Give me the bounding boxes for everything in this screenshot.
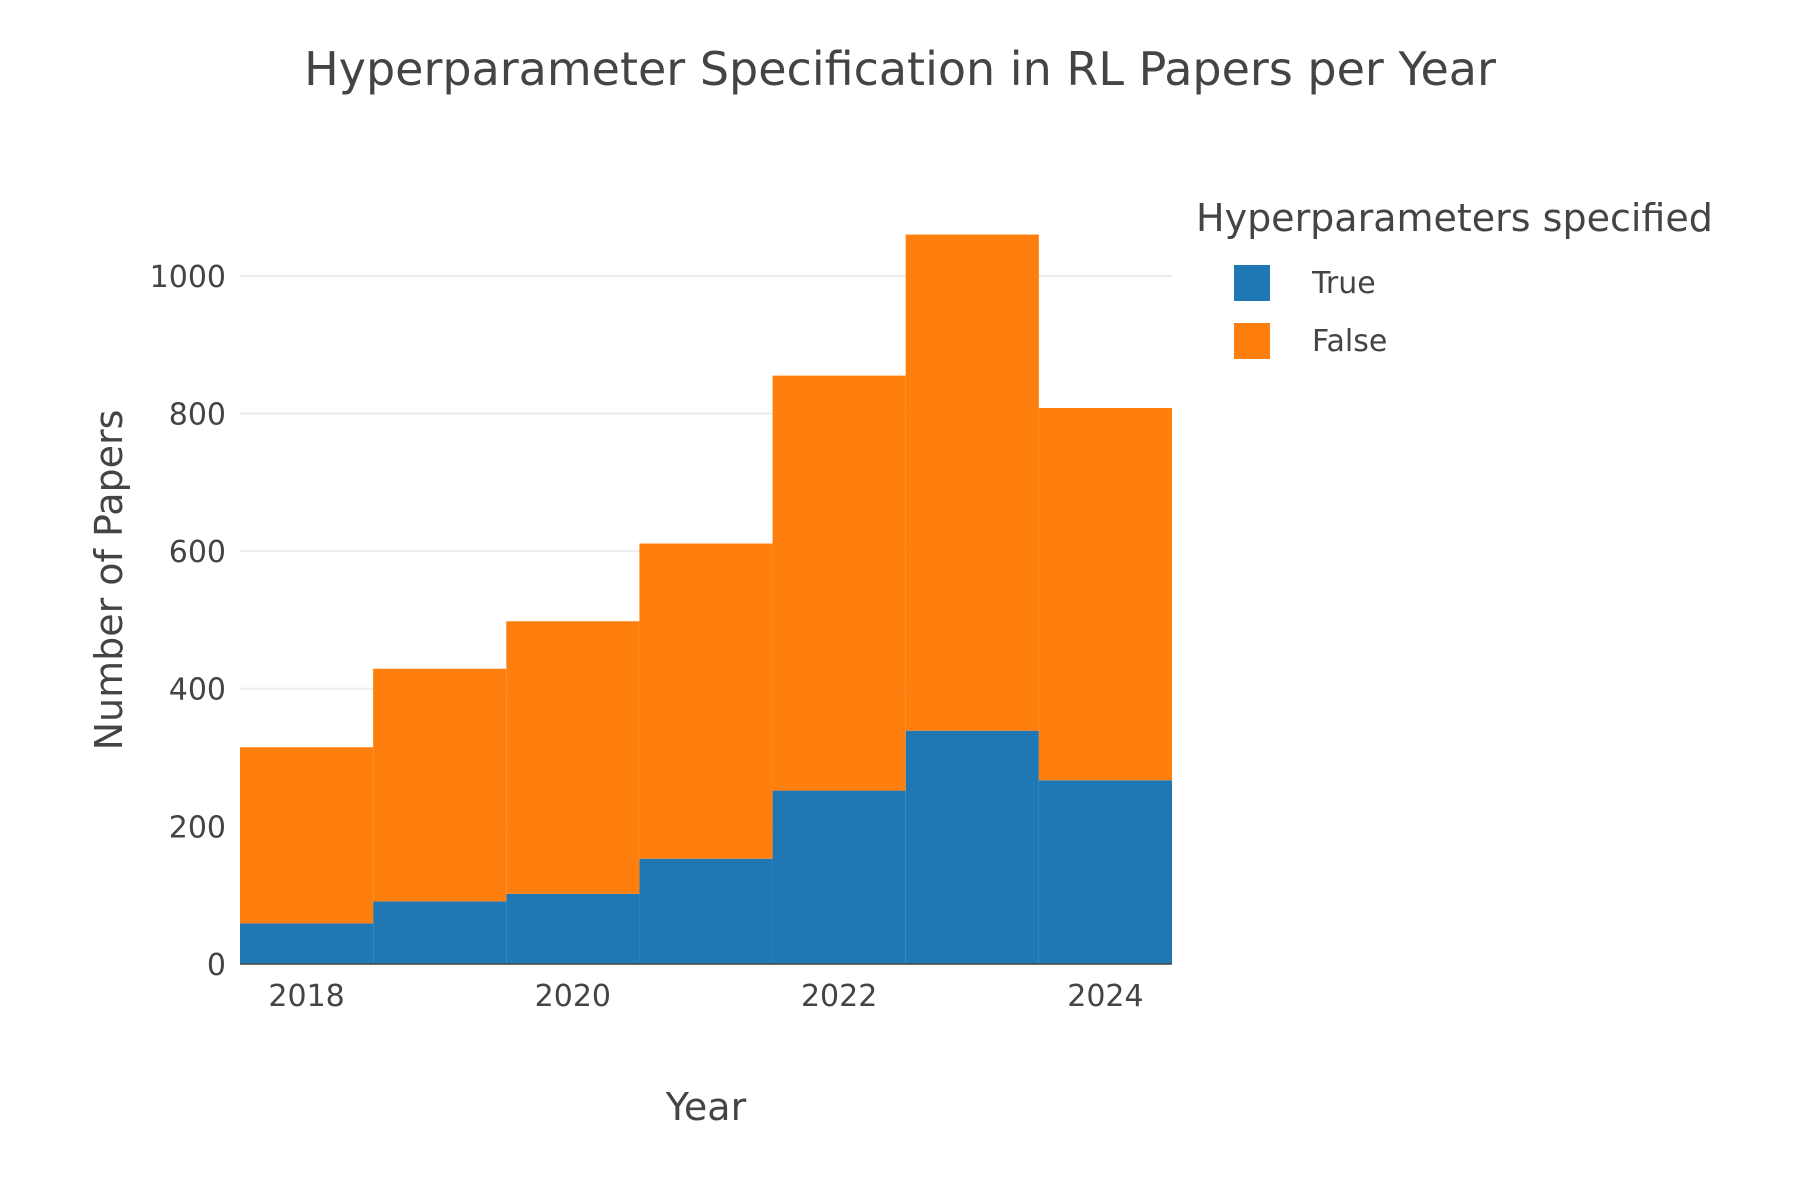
legend-label-false: False bbox=[1312, 323, 1388, 359]
bar-false-2023[interactable] bbox=[905, 234, 1039, 731]
bar-true-2024[interactable] bbox=[1038, 780, 1172, 964]
y-axis-title: Number of Papers bbox=[87, 410, 131, 751]
bar-true-2018[interactable] bbox=[240, 923, 374, 964]
y-tick-400: 400 bbox=[169, 673, 226, 708]
y-tick-0: 0 bbox=[207, 948, 226, 983]
x-tick-2022: 2022 bbox=[801, 979, 877, 1014]
y-tick-labels: 0 200 400 600 800 1000 bbox=[150, 260, 226, 983]
x-tick-2018: 2018 bbox=[268, 979, 344, 1014]
y-tick-1000: 1000 bbox=[150, 260, 226, 295]
bar-false-2024[interactable] bbox=[1038, 407, 1172, 781]
bar-true-2020[interactable] bbox=[506, 893, 640, 964]
bar-false-2018[interactable] bbox=[240, 747, 374, 924]
bar-false-2022[interactable] bbox=[772, 375, 906, 791]
bar-true-2022[interactable] bbox=[772, 790, 906, 964]
x-tick-labels: 2018 2020 2022 2024 bbox=[268, 979, 1143, 1014]
bar-false-2020[interactable] bbox=[506, 621, 640, 894]
y-tick-200: 200 bbox=[169, 810, 226, 845]
x-tick-2024: 2024 bbox=[1067, 979, 1143, 1014]
bar-true-2019[interactable] bbox=[373, 901, 507, 964]
chart-title: Hyperparameter Specification in RL Paper… bbox=[304, 42, 1496, 96]
x-axis-title: Year bbox=[665, 1085, 747, 1129]
y-tick-600: 600 bbox=[169, 535, 226, 570]
bar-true-2021[interactable] bbox=[639, 858, 773, 964]
x-tick-2020: 2020 bbox=[535, 979, 611, 1014]
bars bbox=[240, 234, 1172, 964]
y-tick-800: 800 bbox=[169, 397, 226, 432]
legend: Hyperparameters specified True False bbox=[1196, 196, 1713, 370]
bar-true-2023[interactable] bbox=[905, 730, 1039, 964]
legend-swatch-true bbox=[1234, 265, 1270, 301]
bar-false-2019[interactable] bbox=[373, 668, 507, 902]
legend-title: Hyperparameters specified bbox=[1196, 196, 1713, 240]
legend-item-false[interactable]: False bbox=[1196, 312, 1713, 370]
legend-item-true[interactable]: True bbox=[1196, 254, 1713, 312]
bar-false-2021[interactable] bbox=[639, 543, 773, 859]
legend-swatch-false bbox=[1234, 323, 1270, 359]
legend-label-true: True bbox=[1312, 265, 1376, 301]
